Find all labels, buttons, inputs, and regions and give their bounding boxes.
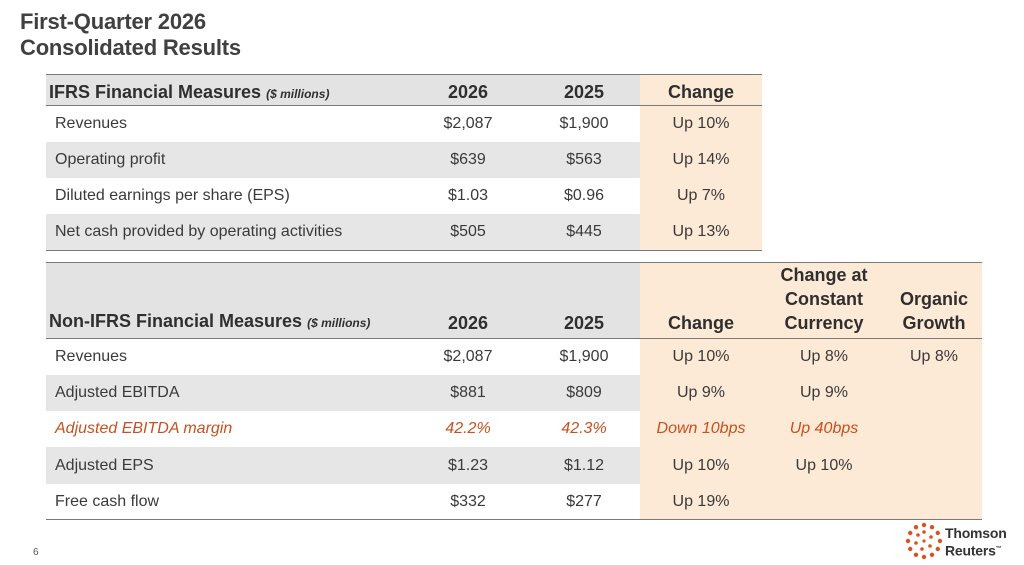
value-2025: $1.12	[528, 447, 640, 484]
title-line-1: First-Quarter 2026	[20, 9, 206, 34]
value-2026: $881	[408, 374, 528, 412]
value-organic-growth: Up 8%	[886, 338, 982, 375]
value-constant-currency: Up 8%	[762, 338, 886, 375]
value-change: Up 13%	[640, 214, 762, 252]
table-row: Adjusted EBITDA $881 $809 Up 9% Up 9%	[46, 374, 982, 412]
value-2026: $2,087	[443, 347, 493, 365]
value-2025: 42.3%	[561, 420, 607, 438]
table-row: Net cash provided by operating activitie…	[46, 214, 762, 252]
value-2025: $563	[528, 141, 640, 179]
value-change: Up 10%	[640, 338, 762, 375]
slide-title: First-Quarter 2026 Consolidated Results	[20, 9, 241, 61]
value-2026: $1.23	[408, 447, 528, 484]
row-label: Diluted earnings per share (EPS)	[55, 187, 290, 205]
value-change: Up 14%	[640, 141, 762, 179]
non-ifrs-heading: Non-IFRS Financial Measures ($ millions)	[46, 262, 408, 339]
value-2025: $809	[528, 374, 640, 412]
row-label: Adjusted EPS	[46, 447, 408, 484]
logo-trademark: ™	[995, 546, 1002, 552]
value-change: Up 19%	[640, 483, 762, 521]
row-label: Revenues	[55, 114, 128, 132]
logo-line-2: Reuters	[945, 542, 996, 559]
table-row: Revenues $2,087 $1,900 Up 10% Up 8% Up 8…	[46, 338, 982, 375]
table-row: Diluted earnings per share (EPS) $1.03 $…	[46, 178, 762, 215]
thomson-reuters-dot-circle-logo-icon	[905, 522, 943, 560]
value-change: Up 10%	[640, 105, 762, 142]
logo-wordmark: Thomson Reuters™	[945, 525, 1007, 559]
value-2026: $505	[408, 214, 528, 252]
col-ccy-line-1: Change at	[780, 265, 868, 285]
non-ifrs-col-organic-growth: Organic Growth	[886, 262, 982, 339]
value-organic-growth	[886, 411, 982, 448]
value-2025: $445	[528, 214, 640, 252]
title-line-2: Consolidated Results	[20, 35, 241, 60]
value-change: Up 7%	[640, 178, 762, 215]
col-org-line-2: Growth	[902, 313, 966, 333]
page-number: 6	[33, 547, 39, 558]
row-label: Free cash flow	[46, 483, 408, 521]
non-ifrs-unit: ($ millions)	[307, 316, 371, 330]
non-ifrs-col-constant-currency: Change at Constant Currency	[762, 262, 886, 339]
value-2026: $639	[408, 141, 528, 179]
value-constant-currency	[762, 483, 886, 521]
non-ifrs-header-row: Non-IFRS Financial Measures ($ millions)…	[46, 262, 982, 339]
value-2025: $0.96	[563, 187, 605, 205]
non-ifrs-measures-table: Non-IFRS Financial Measures ($ millions)…	[46, 262, 982, 521]
table-row-highlighted: Adjusted EBITDA margin 42.2% 42.3% Down …	[46, 411, 982, 448]
ifrs-unit: ($ millions)	[266, 87, 330, 101]
table-row: Revenues $2,087 $1,900 Up 10%	[46, 105, 762, 142]
value-change: Up 10%	[640, 447, 762, 484]
ifrs-col-change: Change	[640, 74, 762, 106]
value-constant-currency: Up 9%	[762, 374, 886, 412]
value-organic-growth	[886, 374, 982, 412]
ifrs-heading: IFRS Financial Measures ($ millions)	[46, 74, 408, 106]
value-2026: $1.03	[447, 187, 489, 205]
value-constant-currency: Up 40bps	[762, 411, 886, 448]
company-logo: Thomson Reuters™	[905, 522, 1024, 562]
value-change: Down 10bps	[640, 411, 762, 448]
non-ifrs-col-2026: 2026	[408, 262, 528, 339]
non-ifrs-col-2025: 2025	[528, 262, 640, 339]
value-2026: $2,087	[443, 114, 493, 132]
value-2025: $1,900	[559, 114, 609, 132]
row-label: Operating profit	[46, 141, 408, 179]
value-organic-growth	[886, 447, 982, 484]
value-organic-growth	[886, 483, 982, 521]
value-2026: $332	[408, 483, 528, 521]
value-constant-currency: Up 10%	[762, 447, 886, 484]
ifrs-col-2026: 2026	[408, 74, 528, 106]
col-ccy-line-3: Currency	[784, 313, 864, 333]
value-change: Up 9%	[640, 374, 762, 412]
non-ifrs-col-change: Change	[640, 262, 762, 339]
table-row: Operating profit $639 $563 Up 14%	[46, 141, 762, 179]
row-label: Revenues	[55, 347, 128, 365]
value-2026: 42.2%	[445, 420, 491, 438]
ifrs-header-row: IFRS Financial Measures ($ millions) 202…	[46, 74, 762, 106]
col-org-line-1: Organic	[899, 289, 969, 309]
col-ccy-line-2: Constant	[785, 289, 863, 309]
value-2025: $277	[528, 483, 640, 521]
value-2025: $1,900	[559, 347, 609, 365]
row-label: Net cash provided by operating activitie…	[46, 214, 408, 252]
table-row: Adjusted EPS $1.23 $1.12 Up 10% Up 10%	[46, 447, 982, 484]
row-label: Adjusted EBITDA margin	[55, 420, 233, 438]
row-label: Adjusted EBITDA	[46, 374, 408, 412]
table-row: Free cash flow $332 $277 Up 19%	[46, 483, 982, 521]
ifrs-measures-table: IFRS Financial Measures ($ millions) 202…	[46, 74, 762, 252]
logo-line-1: Thomson	[945, 525, 1007, 541]
ifrs-col-2025: 2025	[528, 74, 640, 106]
